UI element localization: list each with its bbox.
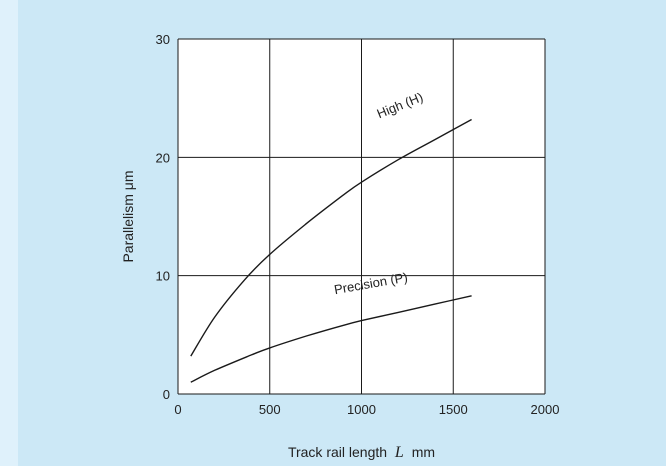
x-axis-title: Track rail length L mm xyxy=(288,444,435,461)
grid xyxy=(177,38,546,395)
tick-labels: 0 500 1000 1500 2000 0 10 20 30 xyxy=(156,32,560,417)
x-axis-title-unit: mm xyxy=(412,444,435,460)
y-tick-label-1: 10 xyxy=(156,269,170,284)
x-axis-title-text: Track rail length xyxy=(288,444,387,460)
x-tick-label-2: 1000 xyxy=(347,402,376,417)
x-tick-label-3: 1500 xyxy=(439,402,468,417)
x-axis-title-variable: L xyxy=(394,444,404,461)
x-tick-label-1: 500 xyxy=(259,402,281,417)
y-tick-label-2: 20 xyxy=(156,150,170,165)
series-line-1 xyxy=(190,295,472,383)
y-tick-label-3: 30 xyxy=(156,32,170,47)
x-tick-label-4: 2000 xyxy=(531,402,560,417)
series-line-0 xyxy=(190,118,472,357)
x-tick-label-0: 0 xyxy=(174,402,181,417)
y-tick-label-0: 0 xyxy=(163,387,170,402)
y-axis-title: Parallelism μm xyxy=(120,170,136,262)
